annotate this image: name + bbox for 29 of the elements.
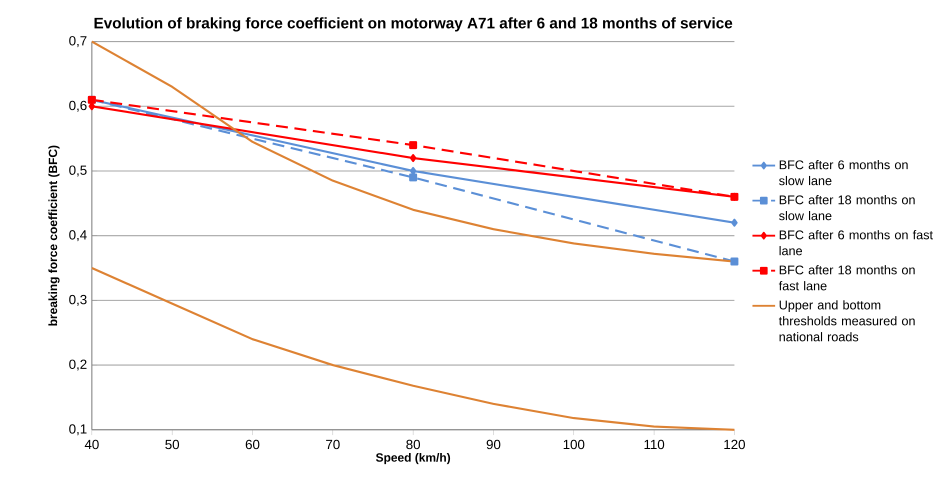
y-tick-label: 0,2 [69,360,86,371]
legend-label: BFC after 18 months on fast lane [778,265,915,290]
point [410,154,416,162]
x-tick-label: 70 [326,440,340,450]
legend-label: BFC after 6 months on slow lane [779,160,908,186]
y-tick-label: 0,6 [69,100,87,112]
legend-label: BFC after 6 months on fast lane [780,230,933,256]
point [731,218,738,227]
y-tick-label: 0,7 [69,36,86,48]
x-tick-label: 90 [486,440,500,450]
point [409,174,418,182]
x-axis-title: Speed (km/h) [376,453,450,464]
x-tick-label: 50 [165,440,180,450]
legend-label: Upper and bottom thresholds measured on national roads [778,300,915,342]
y-tick-label: 0,5 [69,166,87,177]
y-tick-label: 0,4 [69,230,87,242]
x-tick-label: 110 [644,440,664,450]
x-tick-label: 40 [84,440,99,450]
legend-label: BFC after 18 months on slow lane [779,195,915,220]
x-tick-label: 60 [246,440,260,450]
y-tick-label: 0,1 [69,424,87,436]
chart-title: Evolution of braking force coefficient on motorway A71 after 6 and 18 months of service [94,17,732,32]
point [730,258,738,266]
x-tick-label: 80 [406,440,420,450]
y-tick-label: 0,3 [69,294,87,306]
y-axis-title: breaking force coefficient (BFC) [48,146,60,326]
point [409,141,418,150]
x-tick-label: 100 [564,440,584,450]
x-tick-label: 120 [724,440,745,450]
